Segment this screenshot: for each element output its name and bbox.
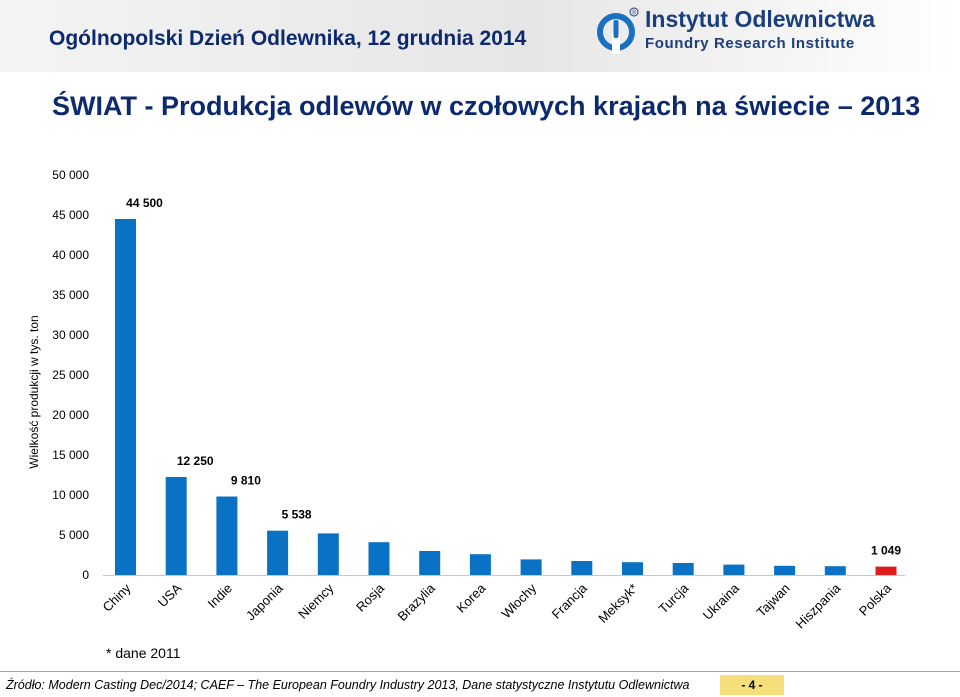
y-tick-label: 30 000 (52, 328, 89, 342)
data-label: 12 250 (177, 454, 214, 468)
y-tick-label: 5 000 (59, 528, 89, 542)
registered-mark: ® (632, 10, 637, 17)
x-tick-label: USA (155, 580, 185, 610)
x-tick-label: Rosja (353, 580, 388, 615)
x-tick-label: Korea (453, 580, 489, 616)
header-band (0, 0, 960, 72)
x-tick-label: Tajwan (753, 581, 792, 620)
footer-divider (0, 671, 960, 672)
bar-indie (216, 496, 238, 575)
x-tick-label: Francja (549, 580, 591, 622)
page-number: - 4 - (720, 675, 784, 695)
x-tick-label: Turcja (656, 580, 692, 616)
data-label: 9 810 (231, 474, 261, 488)
x-tick-label: Polska (856, 580, 895, 619)
bar-rosja (368, 542, 390, 575)
y-tick-label: 10 000 (52, 488, 89, 502)
x-tick-label: Hiszpania (792, 580, 844, 632)
bar-korea (469, 554, 491, 575)
bar-polska (875, 566, 897, 575)
x-tick-label: Brazylia (395, 580, 439, 624)
x-tick-label: Włochy (498, 580, 539, 621)
data-label: 1 049 (871, 544, 901, 558)
y-tick-label: 25 000 (52, 368, 89, 382)
y-tick-label: 35 000 (52, 288, 89, 302)
y-tick-label: 50 000 (52, 168, 89, 182)
x-tick-label: Meksyk* (595, 581, 640, 626)
chart-title: ŚWIAT - Produkcja odlewów w czołowych kr… (52, 91, 921, 121)
y-tick-label: 40 000 (52, 248, 89, 262)
footnote: * dane 2011 (106, 645, 181, 661)
bar-meksyk (622, 562, 643, 575)
bar-usa (165, 477, 187, 575)
y-axis-title: Wielkość produkcji w tys. ton (27, 315, 41, 468)
source-text: Źródło: Modern Casting Dec/2014; CAEF – … (6, 678, 690, 692)
event-title: Ogólnopolski Dzień Odlewnika, 12 grudnia… (49, 27, 527, 50)
x-tick-label: Japonia (243, 580, 286, 623)
bar-niemcy (317, 533, 339, 575)
data-label: 44 500 (126, 196, 163, 210)
logo-subtitle: Foundry Research Institute (645, 35, 855, 52)
bar-japonia (267, 530, 289, 575)
bar-hiszpania (824, 566, 846, 575)
logo-name: Instytut Odlewnictwa (645, 6, 876, 32)
y-tick-label: 0 (82, 568, 89, 582)
y-tick-label: 15 000 (52, 448, 89, 462)
institute-logo-icon: ® (597, 7, 639, 54)
bar-ukraina (723, 564, 745, 575)
y-tick-label: 45 000 (52, 208, 89, 222)
x-tick-label: Ukraina (700, 580, 743, 623)
y-tick-label: 20 000 (52, 408, 89, 422)
bar-turcja (672, 563, 694, 575)
bar-włochy (520, 559, 542, 575)
bar-chart: 0 5 000 10 000 15 000 20 000 25 000 30 000 35 0… (27, 168, 905, 632)
bar-francja (571, 561, 593, 575)
x-tick-label: Chiny (100, 580, 134, 614)
data-label: 5 538 (282, 508, 312, 522)
bar-tajwan (774, 565, 796, 575)
x-tick-label: Niemcy (295, 580, 337, 622)
bar-brazylia (419, 551, 441, 575)
bar-chiny (115, 219, 136, 575)
x-tick-label: Indie (204, 581, 235, 612)
